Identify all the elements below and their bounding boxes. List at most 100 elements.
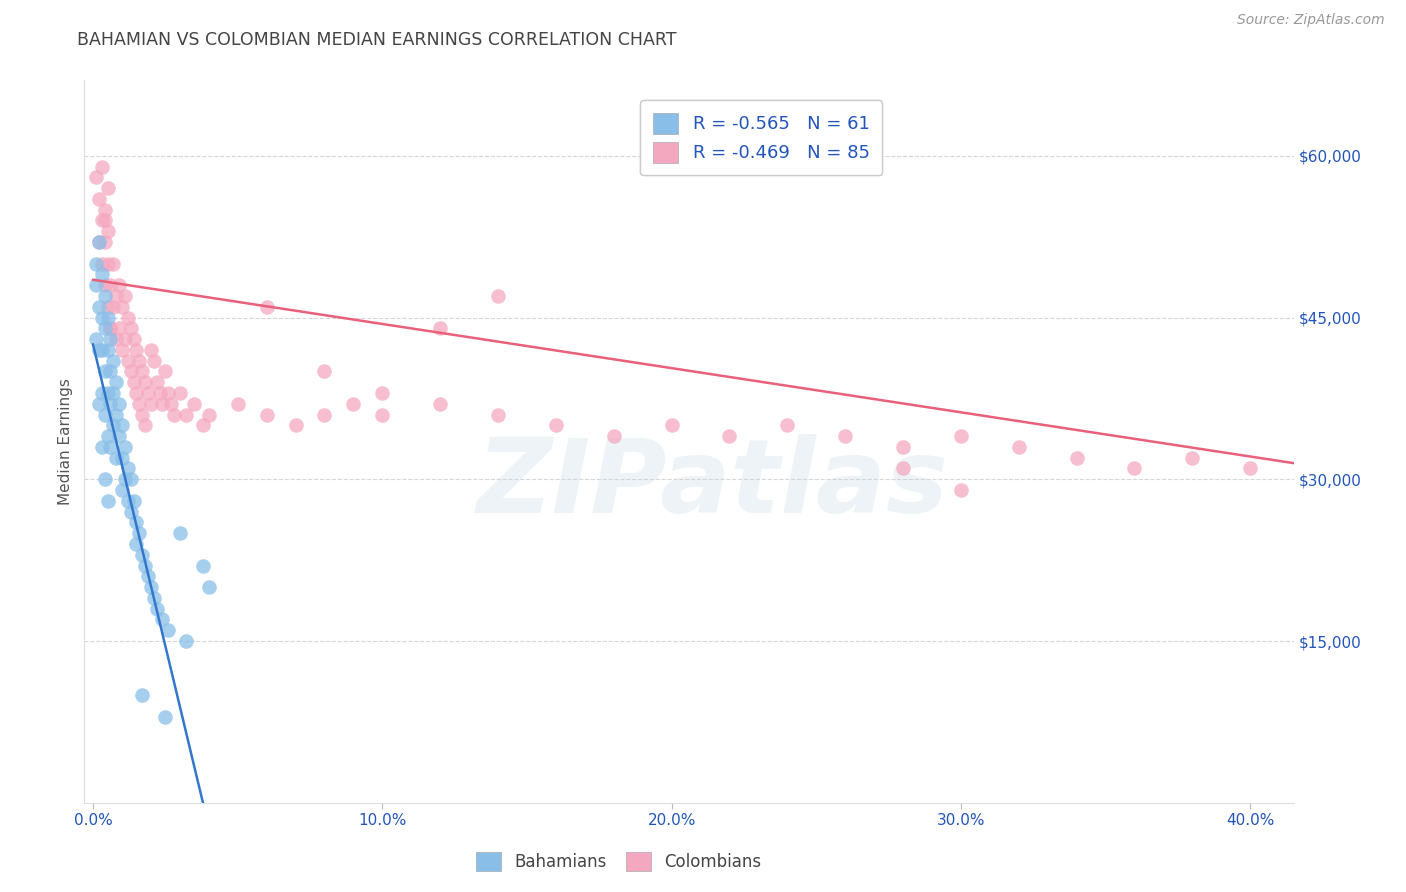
Point xyxy=(84,278,107,293)
Point xyxy=(125,386,148,401)
Point xyxy=(174,634,197,648)
Point xyxy=(191,558,214,573)
Point xyxy=(90,310,112,325)
Point xyxy=(105,376,128,390)
Point xyxy=(96,386,118,401)
Point xyxy=(256,300,278,314)
Point xyxy=(108,397,131,411)
Point xyxy=(128,397,150,411)
Point xyxy=(139,397,162,411)
Point xyxy=(103,386,125,401)
Point xyxy=(131,688,153,702)
Point xyxy=(96,257,118,271)
Point xyxy=(105,450,128,465)
Point xyxy=(103,353,125,368)
Point xyxy=(155,364,177,378)
Point xyxy=(108,429,131,443)
Point xyxy=(122,493,145,508)
Point xyxy=(87,300,110,314)
Point xyxy=(84,257,107,271)
Point xyxy=(122,376,145,390)
Point xyxy=(100,321,122,335)
Point xyxy=(122,332,145,346)
Point xyxy=(87,192,110,206)
Point xyxy=(139,580,162,594)
Point xyxy=(1239,461,1261,475)
Point xyxy=(111,300,134,314)
Point xyxy=(174,408,197,422)
Point xyxy=(139,343,162,357)
Point xyxy=(93,235,115,249)
Point xyxy=(114,440,136,454)
Point xyxy=(160,397,183,411)
Point xyxy=(93,321,115,335)
Point xyxy=(142,353,165,368)
Text: ZIPatlas: ZIPatlas xyxy=(477,434,949,535)
Point xyxy=(163,408,186,422)
Point xyxy=(120,505,142,519)
Point xyxy=(131,548,153,562)
Point xyxy=(284,418,307,433)
Point xyxy=(108,278,131,293)
Point xyxy=(87,235,110,249)
Point xyxy=(117,353,139,368)
Point xyxy=(96,181,118,195)
Point xyxy=(134,558,156,573)
Point xyxy=(197,580,219,594)
Point xyxy=(314,364,336,378)
Point xyxy=(544,418,567,433)
Point xyxy=(256,408,278,422)
Point xyxy=(169,526,191,541)
Point xyxy=(145,376,167,390)
Point xyxy=(105,289,128,303)
Point xyxy=(93,364,115,378)
Point xyxy=(834,429,856,443)
Point xyxy=(134,418,156,433)
Point xyxy=(136,569,159,583)
Point xyxy=(96,300,118,314)
Point xyxy=(429,321,451,335)
Point xyxy=(661,418,683,433)
Point xyxy=(117,461,139,475)
Point xyxy=(776,418,799,433)
Point xyxy=(120,364,142,378)
Point xyxy=(226,397,249,411)
Point xyxy=(125,516,148,530)
Point xyxy=(314,408,336,422)
Point xyxy=(96,429,118,443)
Point xyxy=(891,461,914,475)
Point xyxy=(93,278,115,293)
Point xyxy=(949,429,972,443)
Point xyxy=(105,332,128,346)
Point xyxy=(169,386,191,401)
Point xyxy=(87,343,110,357)
Point xyxy=(1123,461,1146,475)
Point xyxy=(145,601,167,615)
Point xyxy=(103,418,125,433)
Text: Source: ZipAtlas.com: Source: ZipAtlas.com xyxy=(1237,13,1385,28)
Point xyxy=(87,397,110,411)
Point xyxy=(93,202,115,217)
Point xyxy=(718,429,741,443)
Point xyxy=(114,472,136,486)
Point xyxy=(103,300,125,314)
Point xyxy=(128,526,150,541)
Point xyxy=(157,386,180,401)
Point xyxy=(93,213,115,227)
Point xyxy=(114,332,136,346)
Point xyxy=(1181,450,1204,465)
Point xyxy=(96,493,118,508)
Point xyxy=(128,353,150,368)
Point xyxy=(120,321,142,335)
Point xyxy=(100,278,122,293)
Point xyxy=(429,397,451,411)
Y-axis label: Median Earnings: Median Earnings xyxy=(58,378,73,505)
Point xyxy=(84,170,107,185)
Point xyxy=(131,364,153,378)
Point xyxy=(1066,450,1088,465)
Point xyxy=(134,376,156,390)
Point xyxy=(108,321,131,335)
Point xyxy=(96,310,118,325)
Point xyxy=(100,364,122,378)
Point xyxy=(93,408,115,422)
